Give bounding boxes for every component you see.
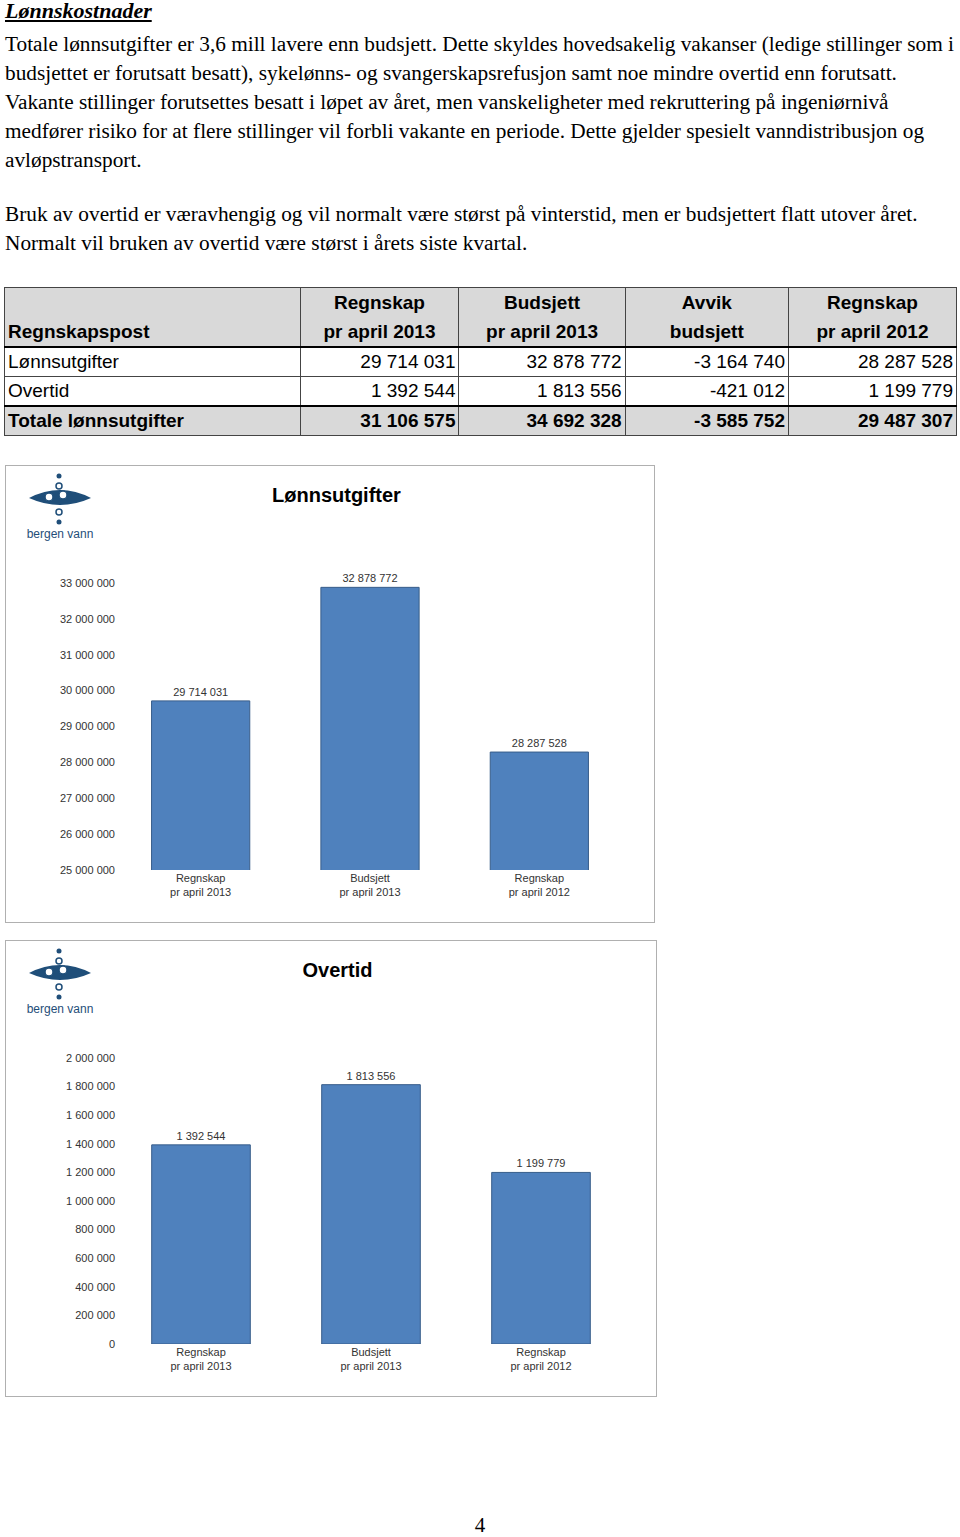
svg-text:29 714 031: 29 714 031 (173, 686, 228, 698)
html-text:pr april 2013: pr april 2013 (486, 321, 598, 342)
svg-text:28 287 528: 28 287 528 (512, 737, 567, 749)
svg-text:27 000 000: 27 000 000 (60, 792, 115, 804)
svg-text:Budsjettpr april 2013: Budsjettpr april 2013 (340, 1346, 401, 1372)
svg-text:26 000 000: 26 000 000 (60, 828, 115, 840)
html-text:Regnskap: Regnskap (334, 292, 425, 313)
svg-text:1 199 779: 1 199 779 (517, 1157, 566, 1169)
html-text:bergen vann: bergen vann (26, 527, 94, 541)
svg-text:Regnskappr april 2013: Regnskappr april 2013 (170, 872, 231, 898)
html-text:pr april 2012: pr april 2012 (816, 321, 929, 342)
html-text:Regnskapspost: Regnskapspost (8, 321, 150, 342)
html-text:31 106 575: 31 106 575 (360, 410, 456, 431)
svg-text:Regnskappr april 2012: Regnskappr april 2012 (509, 872, 570, 898)
html-text:1 813 556: 1 813 556 (537, 380, 622, 401)
svg-text:800 000: 800 000 (75, 1223, 115, 1235)
svg-text:600 000: 600 000 (75, 1252, 115, 1264)
svg-text:0: 0 (109, 1338, 115, 1350)
html-text:Avvik: Avvik (681, 292, 732, 313)
html-text:Regnskap: Regnskap (827, 292, 918, 313)
svg-text:28 000 000: 28 000 000 (60, 756, 115, 768)
html-text:Budsjett: Budsjett (504, 292, 580, 313)
svg-text:400 000: 400 000 (75, 1281, 115, 1293)
html-text:bergen vann: bergen vann (26, 1002, 94, 1016)
html-text:29 487 307: 29 487 307 (857, 410, 953, 431)
html-text:32 878 772: 32 878 772 (526, 351, 622, 372)
svg-text:1 600 000: 1 600 000 (66, 1109, 115, 1121)
svg-text:Regnskappr april 2012: Regnskappr april 2012 (510, 1346, 571, 1372)
svg-text:32 878 772: 32 878 772 (342, 572, 397, 584)
html-text:Overtid: Overtid (8, 380, 70, 401)
html-text:pr april 2013: pr april 2013 (323, 321, 436, 342)
html-text:-421 012: -421 012 (710, 380, 785, 401)
svg-text:200 000: 200 000 (75, 1309, 115, 1321)
svg-text:1 392 544: 1 392 544 (177, 1130, 226, 1142)
svg-text:Overtid: Overtid (302, 959, 372, 981)
svg-text:2 000 000: 2 000 000 (66, 1052, 115, 1064)
svg-text:29 000 000: 29 000 000 (60, 720, 115, 732)
html-text:-3 164 740: -3 164 740 (694, 351, 785, 372)
svg-text:31 000 000: 31 000 000 (60, 649, 115, 661)
svg-text:30 000 000: 30 000 000 (60, 684, 115, 696)
svg-text:Regnskappr april 2013: Regnskappr april 2013 (170, 1346, 231, 1372)
svg-text:1 813 556: 1 813 556 (347, 1070, 396, 1082)
html-text:-3 585 752: -3 585 752 (694, 410, 785, 431)
svg-text:1 000 000: 1 000 000 (66, 1195, 115, 1207)
html-text:Totale lønnsutgifter er 3,6 mi: Totale lønnsutgifter er 3,6 mill lavere … (5, 32, 954, 172)
svg-text:32 000 000: 32 000 000 (60, 613, 115, 625)
html-text:Lønnsutgifter: Lønnsutgifter (8, 351, 119, 372)
html-text:28 287 528: 28 287 528 (857, 351, 953, 372)
html-text:4: 4 (474, 1513, 486, 1537)
html-text:budsjett: budsjett (669, 321, 744, 342)
html-text:29 714 031: 29 714 031 (360, 351, 456, 372)
html-text:1 392 544: 1 392 544 (370, 380, 456, 401)
html-text:Totale lønnsutgifter: Totale lønnsutgifter (8, 410, 184, 431)
svg-text:1 200 000: 1 200 000 (66, 1166, 115, 1178)
svg-text:1 400 000: 1 400 000 (66, 1138, 115, 1150)
html-text:34 692 328: 34 692 328 (526, 410, 622, 431)
svg-text:33 000 000: 33 000 000 (60, 577, 115, 589)
html-text:1 199 779: 1 199 779 (868, 380, 953, 401)
svg-text:Lønnsutgifter: Lønnsutgifter (272, 484, 401, 506)
svg-text:Budsjettpr april 2013: Budsjettpr april 2013 (339, 872, 400, 898)
svg-text:25 000 000: 25 000 000 (60, 864, 115, 876)
svg-text:1 800 000: 1 800 000 (66, 1080, 115, 1092)
html-text:Bruk av overtid er væravhengig: Bruk av overtid er væravhengig og vil no… (5, 202, 918, 255)
